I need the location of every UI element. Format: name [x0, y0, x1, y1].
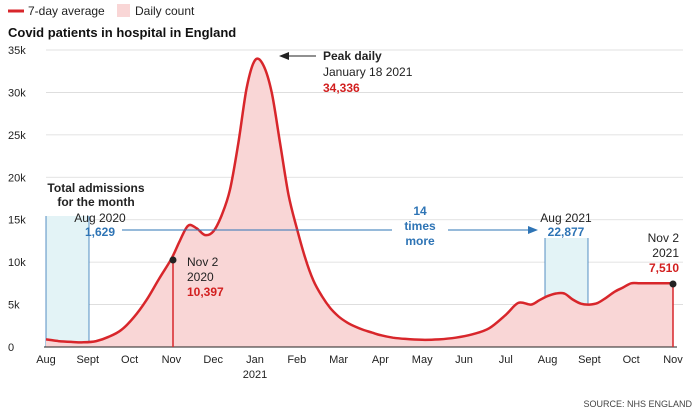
x-tick-label: Feb [287, 354, 306, 366]
y-tick-label: 20k [8, 172, 26, 184]
peak-value: 34,336 [323, 81, 360, 95]
nov-2021-value: 7,510 [649, 261, 679, 275]
daily-count-area [46, 58, 673, 348]
times-line1: 14 [413, 204, 427, 218]
seven-day-average-line [45, 57, 673, 344]
x-tick-label: Sept [578, 354, 601, 366]
connector-arrow-head [528, 226, 538, 234]
x-tick-label: Jan [246, 354, 264, 366]
nov-2020-line2: 2020 [187, 270, 214, 284]
nov-2021-line1: Nov 2 [648, 231, 680, 245]
nov-2021-line2: 2021 [652, 246, 679, 260]
x-tick-label: Nov [663, 354, 683, 366]
y-tick-label: 25k [8, 130, 26, 142]
annotations: Peak daily January 18 2021 34,336 Total … [47, 49, 679, 347]
nov-2021-marker-dot [669, 280, 677, 288]
y-tick-label: 10k [8, 257, 26, 269]
series-area [46, 58, 673, 348]
x-year-label: 2021 [243, 369, 267, 381]
aug-2020-box [46, 216, 89, 347]
source-note: SOURCE: NHS ENGLAND [583, 399, 692, 409]
x-tick-label: Nov [162, 354, 182, 366]
x-tick-label: Apr [372, 354, 389, 366]
y-tick-label: 15k [8, 215, 26, 227]
aug-2021-value: 22,877 [548, 225, 585, 239]
y-axis: 0 5k 10k 15k 20k 25k 30k 35k [8, 45, 26, 354]
nov-2020-marker-dot [169, 256, 177, 264]
y-tick-label: 30k [8, 87, 26, 99]
times-line2: times [404, 219, 436, 233]
x-tick-label: May [412, 354, 433, 366]
x-tick-label: Aug [36, 354, 56, 366]
legend-area-swatch [117, 4, 130, 17]
total-admissions-line1: Total admissions [47, 181, 144, 195]
aug-2020-value: 1,629 [85, 225, 115, 239]
x-tick-label: Mar [329, 354, 348, 366]
y-tick-label: 35k [8, 45, 26, 57]
x-tick-label: Aug [538, 354, 558, 366]
aug-2020-label: Aug 2020 [74, 211, 126, 225]
peak-date: January 18 2021 [323, 65, 413, 79]
y-tick-label: 5k [8, 300, 20, 312]
x-tick-label: Jul [499, 354, 513, 366]
x-tick-label: Oct [121, 354, 138, 366]
nov-2020-value: 10,397 [187, 285, 224, 299]
legend-line-label: 7-day average [28, 4, 105, 18]
y-tick-label: 0 [8, 342, 14, 354]
times-line3: more [405, 234, 435, 248]
x-tick-label: Sept [76, 354, 99, 366]
nov-2020-line1: Nov 2 [187, 255, 219, 269]
chart-title: Covid patients in hospital in England [8, 25, 236, 40]
aug-2021-label: Aug 2021 [540, 211, 592, 225]
legend-area-label: Daily count [135, 4, 195, 18]
x-tick-label: Oct [623, 354, 640, 366]
total-admissions-line2: for the month [57, 195, 134, 209]
legend: 7-day average Daily count [8, 4, 195, 18]
x-tick-label: Jun [455, 354, 473, 366]
x-axis: Aug Sept Oct Nov Dec Jan 2021 Feb Mar Apr May Jun Ju… [36, 346, 683, 381]
x-tick-label: Dec [203, 354, 223, 366]
peak-title: Peak daily [323, 49, 382, 63]
series-line [45, 57, 673, 344]
peak-arrow-head [279, 52, 289, 60]
